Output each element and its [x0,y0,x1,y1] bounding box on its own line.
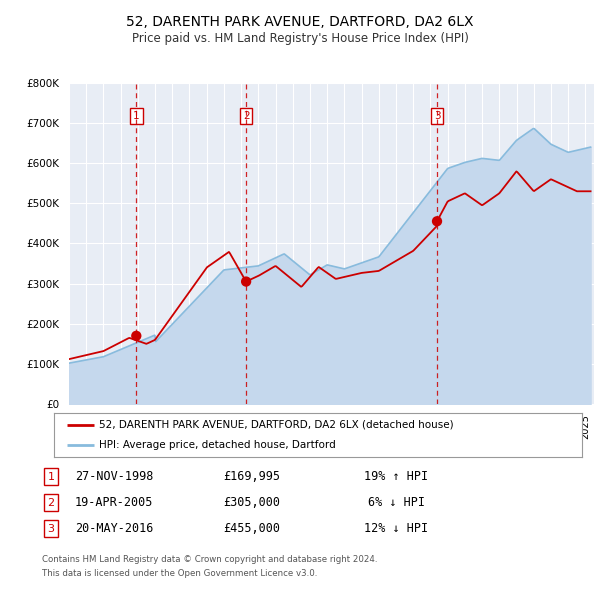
Text: 3: 3 [434,112,440,122]
Text: HPI: Average price, detached house, Dartford: HPI: Average price, detached house, Dart… [99,440,335,450]
Text: £305,000: £305,000 [223,496,281,509]
Text: Price paid vs. HM Land Registry's House Price Index (HPI): Price paid vs. HM Land Registry's House … [131,32,469,45]
Text: 3: 3 [47,524,55,533]
Text: 20-MAY-2016: 20-MAY-2016 [75,522,153,535]
Text: £455,000: £455,000 [223,522,281,535]
Text: 19-APR-2005: 19-APR-2005 [75,496,153,509]
Point [241,277,251,286]
Text: Contains HM Land Registry data © Crown copyright and database right 2024.: Contains HM Land Registry data © Crown c… [42,555,377,564]
Text: 19% ↑ HPI: 19% ↑ HPI [364,470,428,483]
Text: £169,995: £169,995 [223,470,281,483]
Point [131,331,141,340]
Point [432,217,442,226]
Text: 6% ↓ HPI: 6% ↓ HPI [367,496,425,509]
Text: 52, DARENTH PARK AVENUE, DARTFORD, DA2 6LX: 52, DARENTH PARK AVENUE, DARTFORD, DA2 6… [126,15,474,29]
Text: 1: 1 [47,472,55,481]
Text: 12% ↓ HPI: 12% ↓ HPI [364,522,428,535]
Text: 2: 2 [243,112,250,122]
Text: 1: 1 [133,112,140,122]
Text: This data is licensed under the Open Government Licence v3.0.: This data is licensed under the Open Gov… [42,569,317,578]
Text: 52, DARENTH PARK AVENUE, DARTFORD, DA2 6LX (detached house): 52, DARENTH PARK AVENUE, DARTFORD, DA2 6… [99,420,454,430]
Text: 27-NOV-1998: 27-NOV-1998 [75,470,153,483]
Text: 2: 2 [47,498,55,507]
